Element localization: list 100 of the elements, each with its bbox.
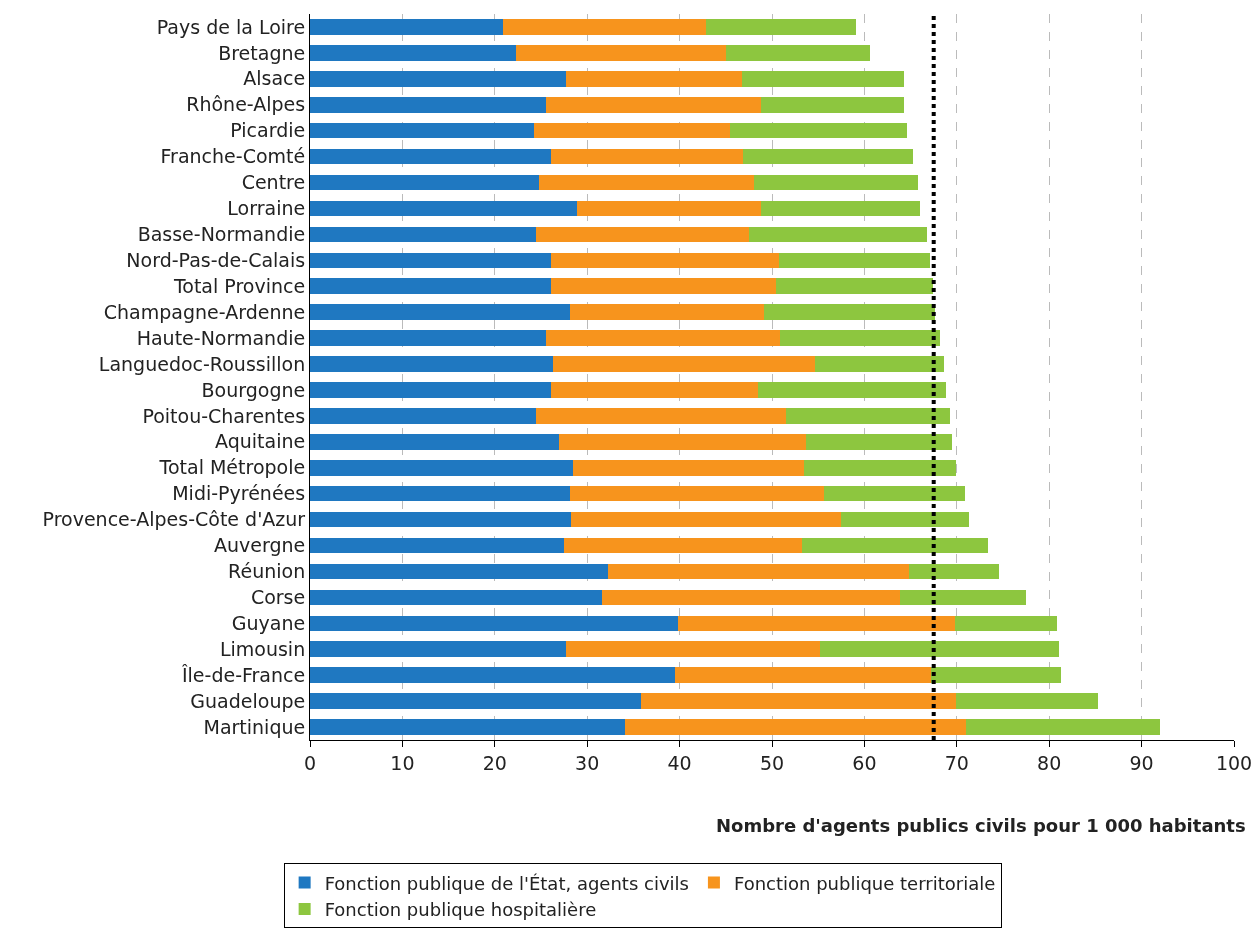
y-tick-label: Pays de la Loire xyxy=(156,15,306,38)
bar xyxy=(310,485,570,502)
bar xyxy=(775,278,933,295)
x-tick-label: 50 xyxy=(759,751,785,774)
bar xyxy=(551,382,759,398)
bar xyxy=(571,511,842,528)
x-tick-label: 100 xyxy=(1215,751,1253,774)
bar xyxy=(310,122,534,139)
y-tick-label: Franche-Comté xyxy=(160,145,306,168)
y-tick-label: Aquitaine xyxy=(215,430,306,453)
bar xyxy=(310,71,566,87)
legend-label: Fonction publique hospitalière xyxy=(324,899,597,921)
bar xyxy=(804,459,956,476)
bar xyxy=(760,200,920,217)
bar xyxy=(310,19,504,35)
bar xyxy=(536,226,749,243)
bar xyxy=(758,382,946,398)
bar xyxy=(310,356,554,372)
bar xyxy=(310,589,602,606)
bar xyxy=(310,226,537,243)
bar xyxy=(955,693,1099,709)
bar xyxy=(802,537,989,554)
y-tick-label: Centre xyxy=(241,171,306,194)
x-tick-label: 60 xyxy=(852,751,877,774)
bar xyxy=(310,252,552,269)
bar xyxy=(551,278,776,295)
bar xyxy=(730,122,907,139)
y-tick-label: Guyane xyxy=(231,611,306,634)
x-axis-title: Nombre d'agents publics civils pour 1 000 habitants xyxy=(716,815,1246,836)
bar xyxy=(310,330,546,346)
x-tick-label: 70 xyxy=(944,751,969,774)
y-tick-label: Guadeloupe xyxy=(190,689,306,712)
bar xyxy=(899,589,1027,606)
bar xyxy=(310,174,540,191)
bar xyxy=(748,226,928,243)
bar xyxy=(310,45,517,61)
bar xyxy=(674,667,931,683)
bar xyxy=(565,641,821,658)
x-tick-label: 30 xyxy=(575,751,600,774)
bar xyxy=(966,719,1161,735)
bar xyxy=(536,408,786,424)
y-tick-label: Alsace xyxy=(243,67,306,90)
bar xyxy=(310,278,552,295)
bar xyxy=(569,485,824,502)
y-tick-label: Haute-Normandie xyxy=(136,326,306,349)
bar xyxy=(625,719,967,735)
bar xyxy=(551,252,780,269)
bar xyxy=(310,200,578,217)
legend-label: Fonction publique territoriale xyxy=(733,872,996,894)
bar xyxy=(640,693,956,709)
bar xyxy=(310,667,675,683)
bar xyxy=(725,45,870,61)
x-tick-label: 90 xyxy=(1129,751,1154,774)
y-tick-label: Midi-Pyrénées xyxy=(172,482,306,505)
bar xyxy=(908,563,1000,580)
bar xyxy=(545,330,781,346)
y-tick-label: Bourgogne xyxy=(201,378,306,401)
bar xyxy=(577,200,761,217)
bar xyxy=(310,615,678,632)
bar xyxy=(503,19,707,35)
y-tick-label: Auvergne xyxy=(213,534,306,557)
bar xyxy=(601,589,900,606)
bar xyxy=(930,667,1062,683)
y-tick-label: Poitou-Charentes xyxy=(142,404,306,427)
y-tick-label: Bretagne xyxy=(218,41,306,64)
bar xyxy=(814,356,944,372)
y-tick-label: Total Métropole xyxy=(158,456,306,479)
bar xyxy=(760,96,905,113)
bar xyxy=(310,382,552,398)
x-tick-label: 80 xyxy=(1037,751,1062,774)
bar xyxy=(310,641,566,658)
y-tick-label: Nord-Pas-de-Calais xyxy=(126,248,306,271)
bar xyxy=(310,563,609,580)
bar xyxy=(753,174,918,191)
bar xyxy=(310,434,559,450)
bar xyxy=(954,615,1057,632)
bar xyxy=(310,511,572,528)
y-tick-label: Rhône-Alpes xyxy=(186,93,306,116)
bar xyxy=(841,511,969,528)
bar xyxy=(564,537,803,554)
bar xyxy=(533,122,731,139)
x-tick-label: 10 xyxy=(390,751,415,774)
bar xyxy=(573,459,805,476)
bar xyxy=(558,434,807,450)
bar xyxy=(677,615,955,632)
y-tick-label: Lorraine xyxy=(227,197,306,220)
y-tick-label: Martinique xyxy=(203,715,306,738)
bar xyxy=(310,459,574,476)
bar xyxy=(779,252,930,269)
x-tick-label: 40 xyxy=(667,751,692,774)
bar xyxy=(742,71,905,87)
bar xyxy=(310,693,641,709)
bar xyxy=(706,19,857,35)
bar xyxy=(545,96,761,113)
bar xyxy=(608,563,909,580)
y-tick-label: Île-de-France xyxy=(180,663,306,686)
legend-label: Fonction publique de l'État, agents civils xyxy=(324,872,689,894)
bar xyxy=(763,304,935,320)
y-tick-label: Corse xyxy=(250,586,306,609)
bar xyxy=(820,641,1060,658)
